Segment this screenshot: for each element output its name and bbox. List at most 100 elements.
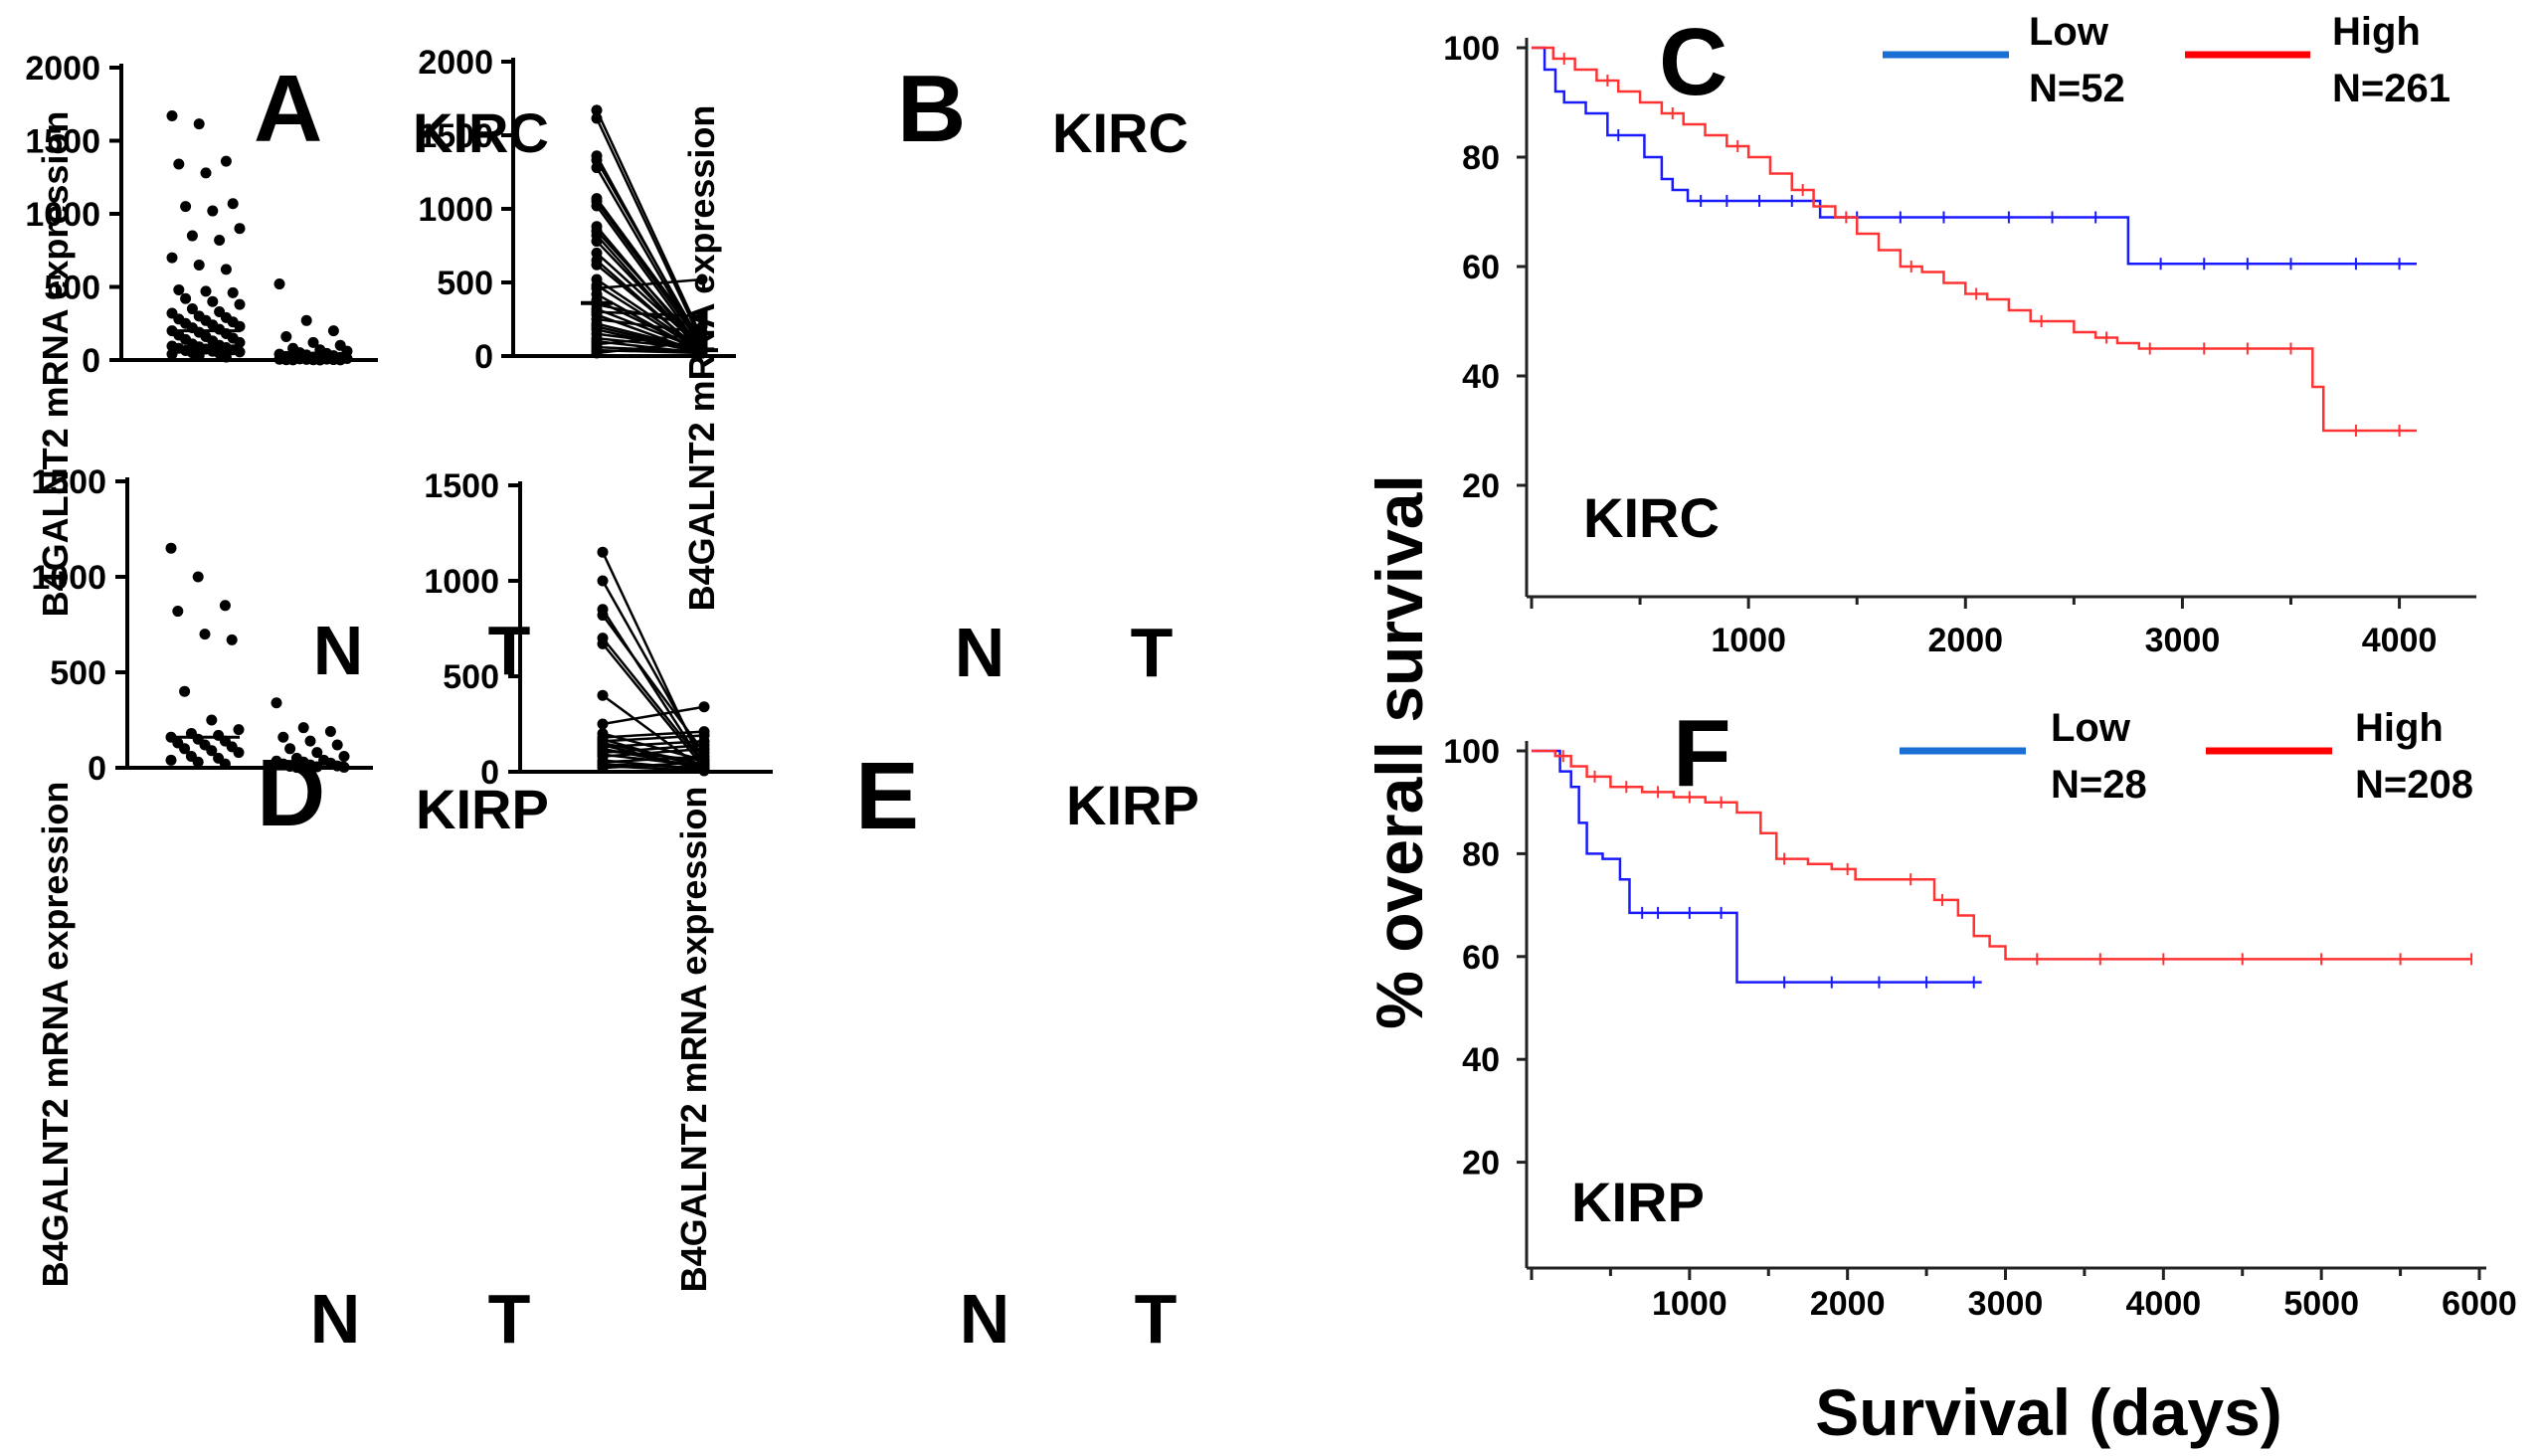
x-tick-label: 1000 [1711, 622, 1786, 659]
paired-line [596, 302, 703, 328]
data-point-t [698, 756, 710, 768]
y-tick-label: 1500 [424, 467, 499, 505]
data-point-n [192, 571, 204, 583]
paired-line [602, 734, 705, 743]
data-point-n [206, 745, 218, 757]
survival-curve-low [1532, 46, 2418, 266]
panel-a-category-n: N [313, 612, 364, 689]
data-point-n [192, 756, 204, 768]
data-point-n [173, 158, 185, 170]
panel-e-letter: E [855, 743, 919, 849]
data-point-t [271, 697, 282, 709]
panel-f-plot: 20 40 60 80 100 1000 2000 3000 4000 5000 6000 [1443, 733, 2517, 1323]
x-tick-label: 1000 [1652, 1285, 1727, 1323]
data-point-t [290, 762, 302, 774]
panel-b-title: KIRC [1052, 101, 1188, 164]
panel-d-category-t: T [488, 1280, 531, 1358]
panel-e-plot: 0 500 1000 1500 [424, 467, 773, 792]
paired-line [596, 310, 703, 318]
shared-y-axis-label: % overall survival [1362, 474, 1436, 1029]
y-tick-label: 500 [443, 658, 499, 696]
paired-line [595, 197, 704, 342]
panel-e-y-label: B4GALNT2 mRNA expression [673, 787, 714, 1293]
data-point-n [227, 286, 239, 298]
data-point-n [200, 167, 212, 179]
panel-f-title: KIRP [1571, 1171, 1705, 1233]
legend-high-n: N=261 [2332, 67, 2451, 110]
panel-b-category-t: T [1131, 614, 1174, 691]
data-point-n [206, 714, 218, 726]
data-point-t [698, 765, 710, 777]
panel-a: B4GALNT2 mRNA expression A KIRC 0 500 1000… [25, 50, 549, 689]
y-tick-label: 60 [1462, 939, 1500, 977]
panel-e-category-t: T [1135, 1280, 1178, 1358]
paired-line [602, 755, 705, 764]
panel-d-plot: 0 500 1000 1500 [31, 463, 373, 788]
data-point-t [300, 314, 312, 326]
data-point-t [698, 743, 710, 755]
data-point-t [327, 325, 339, 337]
y-tick-label: 20 [1462, 467, 1500, 505]
data-point-n [234, 346, 246, 358]
data-point-t [696, 310, 708, 322]
data-point-t [311, 747, 323, 759]
x-tick-label: 3000 [1968, 1285, 2044, 1323]
y-tick-label: 0 [474, 338, 493, 376]
data-point-n [165, 542, 177, 554]
x-tick-label: 6000 [2442, 1285, 2517, 1323]
y-tick-label: 1500 [31, 463, 106, 501]
panel-c-plot: 20 40 60 80 100 1000 2000 3000 4000 [1443, 30, 2476, 659]
data-point-n [173, 283, 185, 295]
data-point-n [220, 351, 232, 363]
data-point-t [307, 336, 319, 348]
data-point-n [220, 155, 232, 167]
paired-line [595, 117, 704, 344]
data-point-n [233, 724, 245, 736]
shared-x-axis-label: Survival (days) [1815, 1375, 2282, 1449]
panel-b: B4GALNT2 mRNA expression B KIRC 05001000… [418, 44, 1188, 691]
paired-line [595, 109, 704, 339]
panel-e-title: KIRP [1066, 774, 1199, 836]
data-point-n [234, 223, 246, 235]
paired-line [596, 339, 703, 355]
panel-f: F KIRP Low N=28 High N=208 20 40 60 80 100 10… [1443, 700, 2517, 1323]
y-tick-label: 500 [44, 270, 100, 307]
data-point-t [273, 278, 285, 290]
paired-line [596, 336, 703, 350]
y-tick-label: 500 [50, 654, 106, 692]
panel-d-title: KIRP [416, 778, 549, 840]
data-point-n [179, 743, 191, 755]
data-point-t [696, 273, 708, 285]
legend-low-label: Low [2029, 10, 2109, 54]
data-point-n [186, 303, 198, 315]
data-point-n [597, 546, 609, 558]
panel-d-category-n: N [310, 1280, 361, 1358]
panel-e-category-n: N [960, 1280, 1010, 1358]
paired-line [602, 743, 705, 755]
panel-c-letter: C [1659, 9, 1727, 115]
data-point-t [297, 722, 309, 734]
data-point-t [280, 330, 292, 342]
paired-line [602, 730, 705, 739]
data-point-t [331, 739, 343, 751]
data-point-n [166, 348, 178, 360]
paired-line [602, 761, 705, 770]
legend-high-label: High [2355, 706, 2444, 750]
y-tick-label: 20 [1462, 1145, 1500, 1183]
data-point-n [186, 230, 198, 242]
data-point-n [591, 112, 603, 124]
paired-line [602, 740, 705, 749]
panel-b-letter: B [897, 56, 966, 162]
panel-f-legend: Low N=28 High N=208 [1900, 706, 2473, 807]
panel-a-letter: A [254, 56, 322, 162]
y-tick-label: 80 [1462, 139, 1500, 177]
paired-line [596, 332, 703, 349]
data-point-n [199, 629, 211, 640]
data-point-n [234, 336, 246, 348]
y-tick-label: 0 [82, 342, 100, 380]
y-tick-label: 1000 [418, 191, 493, 229]
paired-line [602, 747, 705, 758]
paired-line [596, 283, 703, 353]
data-point-n [219, 758, 231, 770]
y-tick-label: 1500 [418, 117, 493, 155]
